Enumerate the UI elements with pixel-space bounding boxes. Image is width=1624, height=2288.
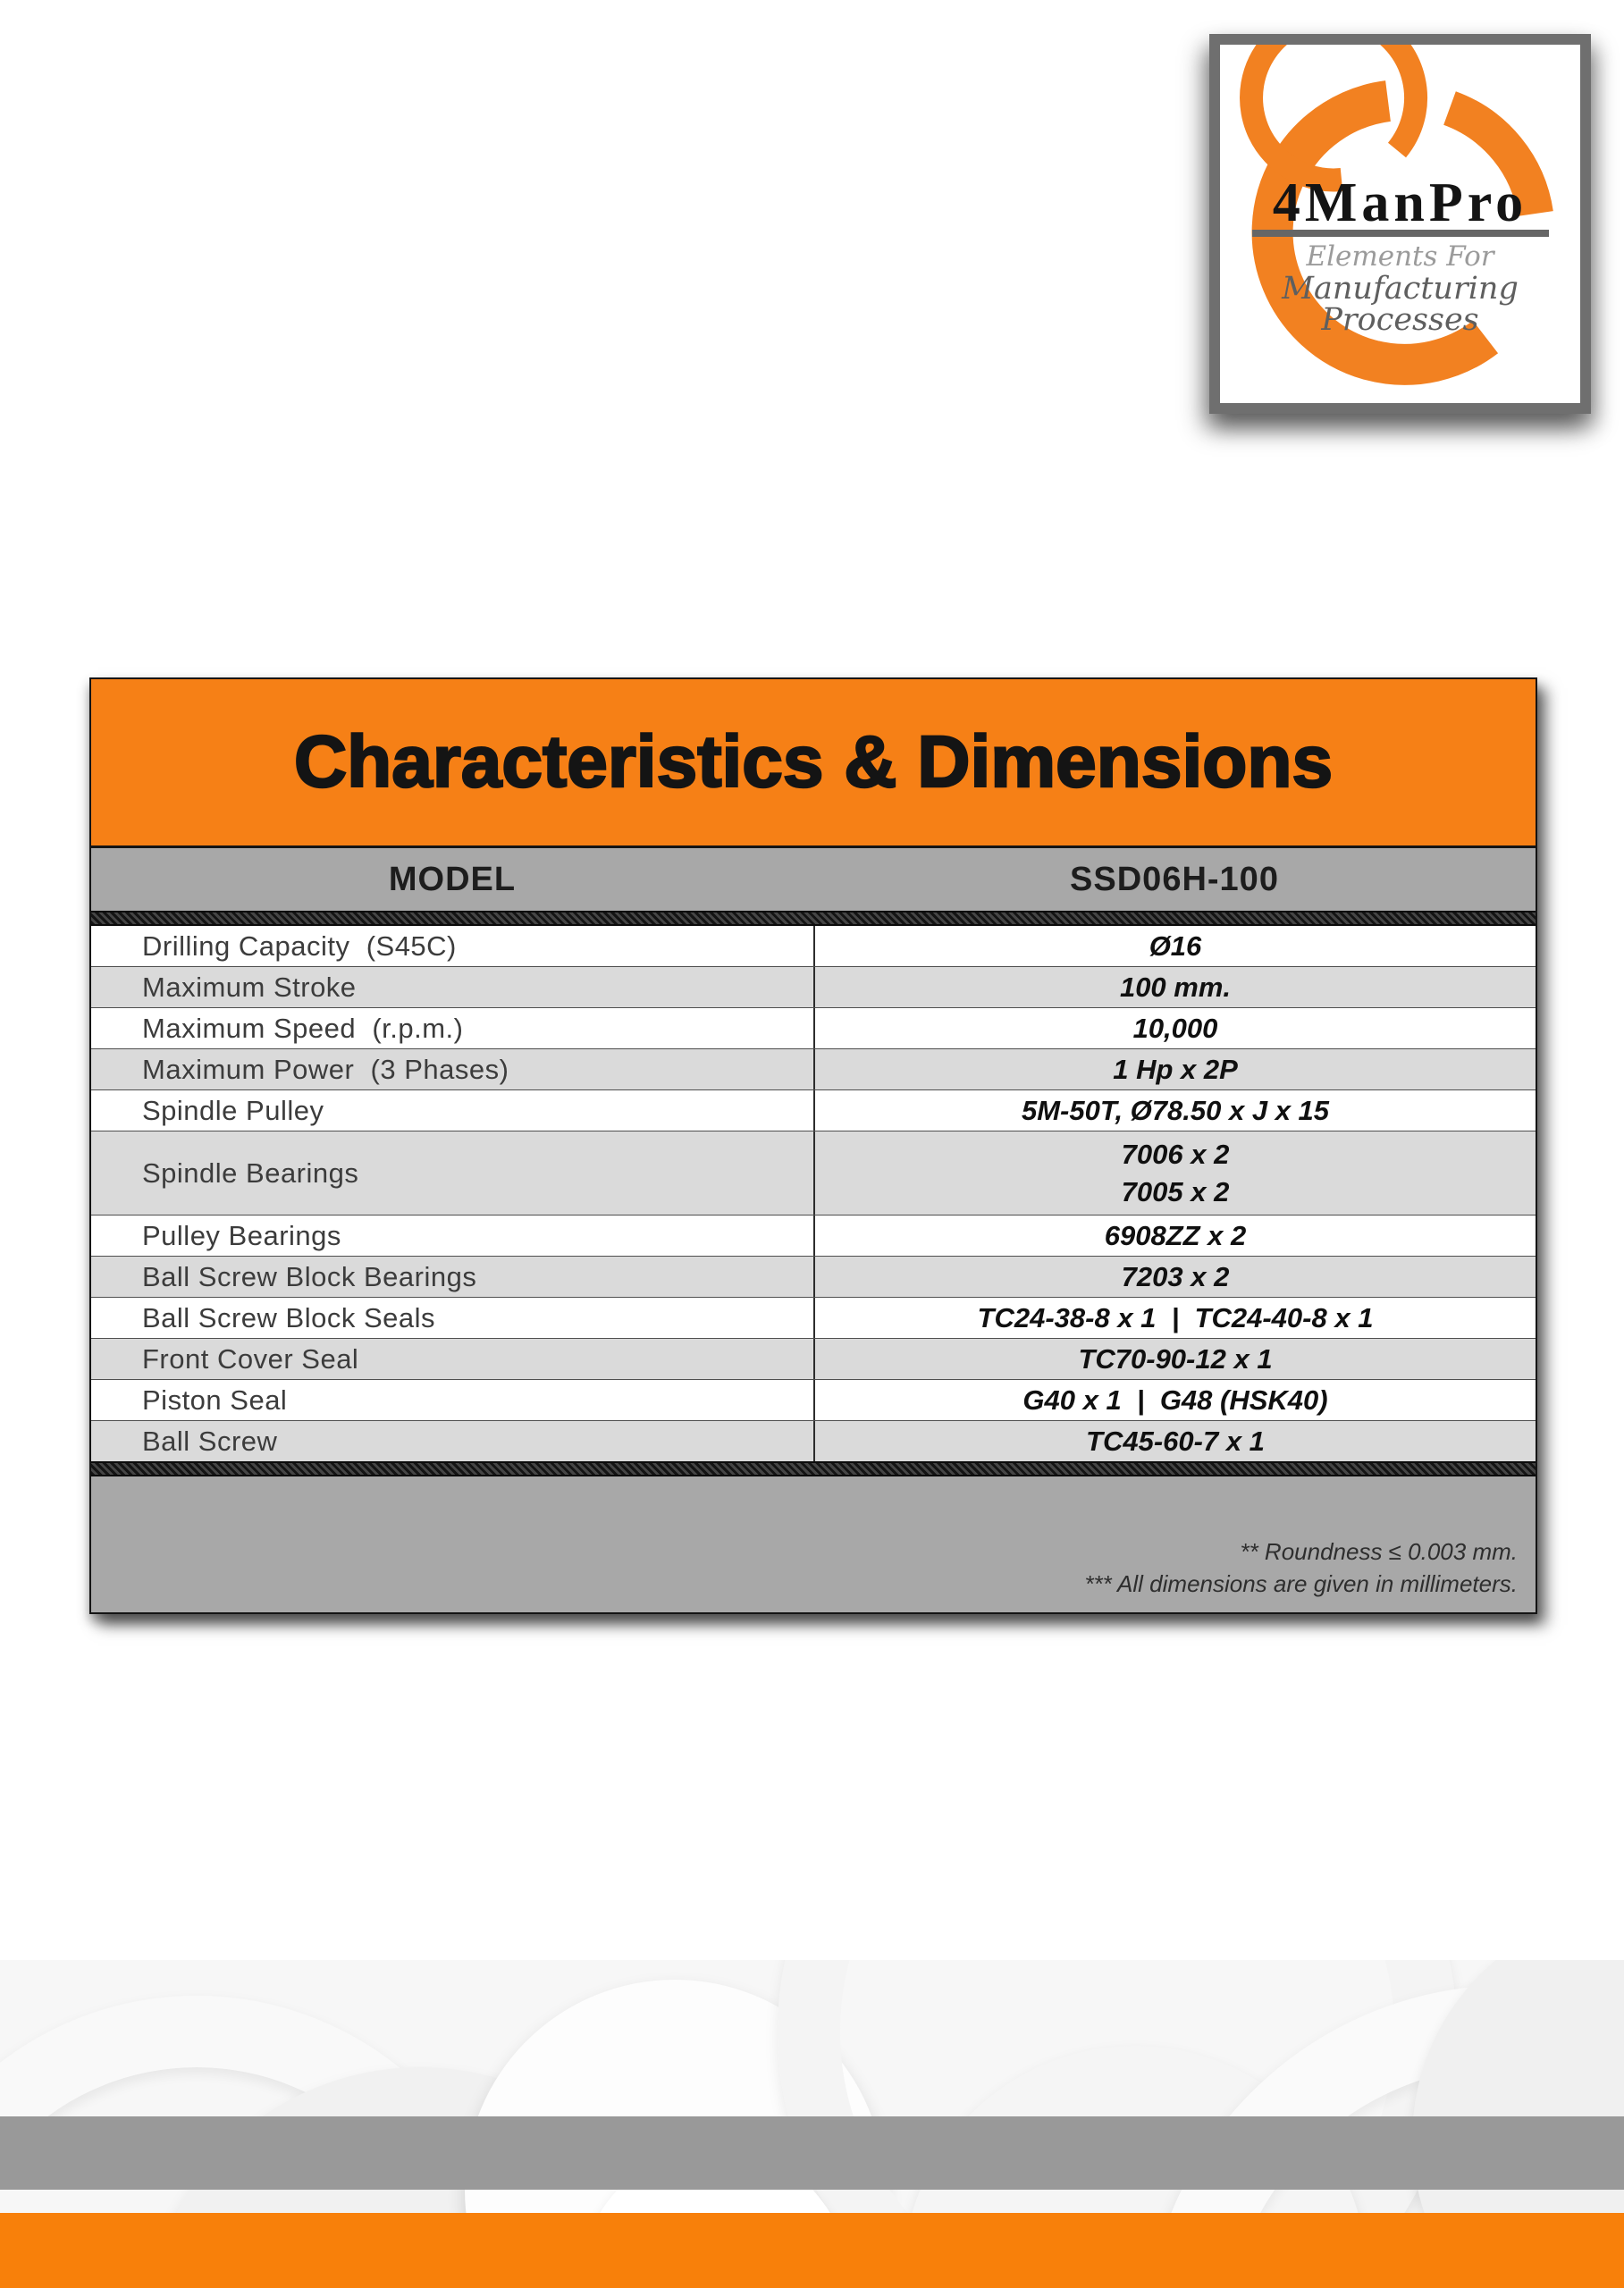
table-row: Maximum Power (3 Phases) 1 Hp x 2P — [91, 1048, 1536, 1089]
spec-value-line: 100 mm. — [1119, 971, 1232, 1003]
logo-card: 4ManPro Elements For Manufacturing Proce… — [1209, 34, 1591, 414]
spec-label: Front Cover Seal — [142, 1342, 359, 1375]
bottom-orange-bar — [0, 2213, 1624, 2288]
spec-value-line: G40 x 1 | G48 (HSK40) — [1022, 1384, 1328, 1416]
table-row: Spindle Pulley 5M-50T, Ø78.50 x J x 15 — [91, 1089, 1536, 1131]
spec-label: Pulley Bearings — [142, 1219, 341, 1251]
spec-value-line: 10,000 — [1132, 1012, 1218, 1044]
table-header: Characteristics & Dimensions — [91, 679, 1536, 845]
table-row: Front Cover Seal TC70-90-12 x 1 — [91, 1338, 1536, 1379]
spec-value-line: 7203 x 2 — [1121, 1260, 1230, 1292]
table-row: Drilling Capacity (S45C) Ø16 — [91, 926, 1536, 966]
spec-label: Ball Screw Block Seals — [142, 1301, 436, 1333]
footnote-dimensions: *** All dimensions are given in millimet… — [1084, 1570, 1518, 1597]
spec-label: Piston Seal — [142, 1384, 288, 1416]
spec-value: TC70-90-12 x 1 — [813, 1339, 1536, 1379]
spec-value: 1 Hp x 2P — [813, 1049, 1536, 1089]
spec-label: Maximum Speed (r.p.m.) — [142, 1012, 464, 1044]
spec-label: Maximum Power (3 Phases) — [142, 1053, 509, 1085]
spec-value: TC24-38-8 x 1 | TC24-40-8 x 1 — [813, 1298, 1536, 1338]
spec-value: 6908ZZ x 2 — [813, 1216, 1536, 1256]
spec-value: 7203 x 2 — [813, 1257, 1536, 1297]
spec-value: G40 x 1 | G48 (HSK40) — [813, 1380, 1536, 1420]
spec-value-line: TC45-60-7 x 1 — [1086, 1425, 1265, 1457]
spec-value: 5M-50T, Ø78.50 x J x 15 — [813, 1090, 1536, 1131]
spec-label: Drilling Capacity (S45C) — [142, 930, 457, 962]
spec-label: Maximum Stroke — [142, 971, 357, 1003]
page-title: Characteristics & Dimensions — [293, 721, 1334, 803]
logo-tagline-line1: Elements For — [1306, 240, 1494, 273]
spec-value-line: 1 Hp x 2P — [1113, 1053, 1238, 1085]
logo-swoosh-icon — [1240, 45, 1553, 385]
spec-value: TC45-60-7 x 1 — [813, 1421, 1536, 1461]
logo-tagline-line2: Manufacturing Processes — [1282, 271, 1519, 338]
model-value-cell: SSD06H-100 — [1070, 860, 1279, 898]
spec-label: Spindle Bearings — [142, 1157, 359, 1189]
spec-value-line: TC70-90-12 x 1 — [1078, 1342, 1273, 1375]
spec-value: 7006 x 2 7005 x 2 — [813, 1131, 1536, 1215]
footnote-roundness: ** Roundness ≤ 0.003 mm. — [1240, 1538, 1518, 1565]
brand-text: 4ManPro — [1272, 172, 1528, 233]
table-row: Pulley Bearings 6908ZZ x 2 — [91, 1215, 1536, 1256]
spec-label: Ball Screw — [142, 1425, 278, 1457]
table-row: Piston Seal G40 x 1 | G48 (HSK40) — [91, 1379, 1536, 1420]
model-label-cell: MODEL — [388, 860, 517, 898]
spec-label: Spindle Pulley — [142, 1094, 324, 1126]
spec-table: Drilling Capacity (S45C) Ø16 Maximum Str… — [91, 926, 1536, 1461]
spec-value-line: 7006 x 2 — [1121, 1138, 1230, 1170]
table-row: Spindle Bearings 7006 x 2 7005 x 2 — [91, 1131, 1536, 1215]
spec-value-line: TC24-38-8 x 1 | TC24-40-8 x 1 — [977, 1301, 1374, 1333]
spec-value: Ø16 — [813, 926, 1536, 966]
spec-value: 10,000 — [813, 1008, 1536, 1048]
table-row: Ball Screw Block Seals TC24-38-8 x 1 | T… — [91, 1297, 1536, 1338]
spec-value-line: 7005 x 2 — [1121, 1175, 1230, 1207]
bottom-gray-bar — [0, 2116, 1624, 2190]
table-row: Ball Screw TC45-60-7 x 1 — [91, 1420, 1536, 1461]
table-row: Ball Screw Block Bearings 7203 x 2 — [91, 1256, 1536, 1297]
spec-label: Ball Screw Block Bearings — [142, 1260, 477, 1292]
spec-value-line: Ø16 — [1149, 930, 1202, 962]
spec-value-line: 6908ZZ x 2 — [1104, 1219, 1247, 1251]
logo-divider — [1252, 230, 1549, 237]
hatch-divider-top — [91, 911, 1536, 926]
table-footer: ** Roundness ≤ 0.003 mm. *** All dimensi… — [91, 1476, 1536, 1612]
hatch-divider-bottom — [91, 1461, 1536, 1476]
table-row: Maximum Stroke 100 mm. — [91, 966, 1536, 1007]
spec-value: 100 mm. — [813, 967, 1536, 1007]
logo-inner: 4ManPro Elements For Manufacturing Proce… — [1220, 45, 1580, 403]
table-row: Maximum Speed (r.p.m.) 10,000 — [91, 1007, 1536, 1048]
spec-card: Characteristics & Dimensions MODEL SSD06… — [89, 677, 1537, 1614]
model-row: MODEL SSD06H-100 — [91, 845, 1536, 911]
spec-value-line: 5M-50T, Ø78.50 x J x 15 — [1021, 1094, 1330, 1126]
